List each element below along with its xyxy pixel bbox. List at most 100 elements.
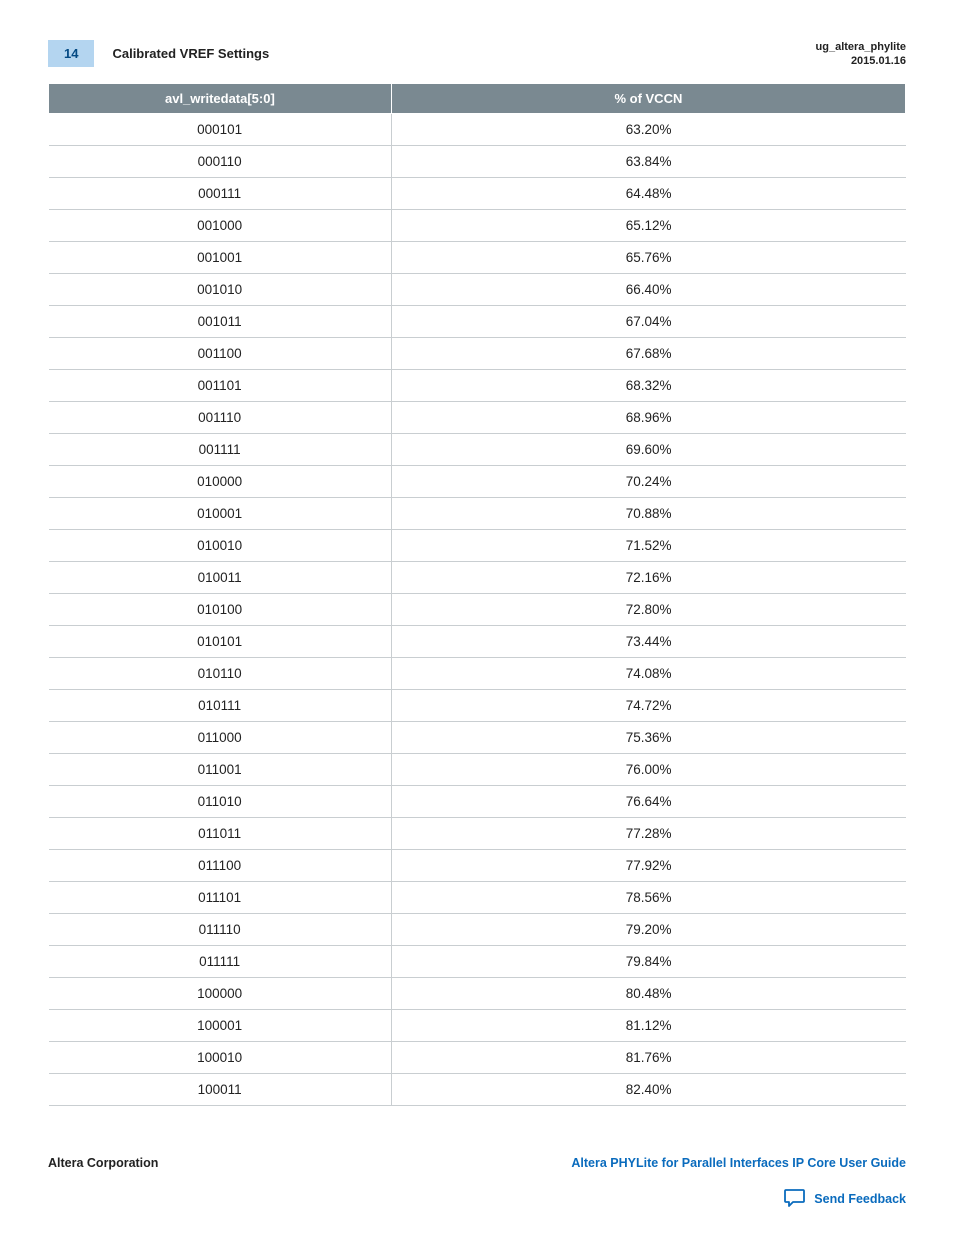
table-row: 10001081.76%: [49, 1041, 906, 1073]
table-row: 01111179.84%: [49, 945, 906, 977]
table-row: 00100165.76%: [49, 241, 906, 273]
cell-writedata: 011000: [49, 721, 392, 753]
cell-writedata: 011110: [49, 913, 392, 945]
cell-vccn: 63.20%: [391, 113, 905, 145]
table-header-row: avl_writedata[5:0] % of VCCN: [49, 83, 906, 113]
cell-vccn: 71.52%: [391, 529, 905, 561]
cell-writedata: 100010: [49, 1041, 392, 1073]
send-feedback-link[interactable]: Send Feedback: [48, 1188, 906, 1211]
cell-vccn: 79.20%: [391, 913, 905, 945]
col-header-writedata: avl_writedata[5:0]: [49, 83, 392, 113]
cell-vccn: 70.24%: [391, 465, 905, 497]
cell-vccn: 70.88%: [391, 497, 905, 529]
feedback-icon: [784, 1188, 806, 1211]
cell-writedata: 100011: [49, 1073, 392, 1105]
cell-writedata: 010110: [49, 657, 392, 689]
cell-writedata: 000110: [49, 145, 392, 177]
cell-writedata: 010000: [49, 465, 392, 497]
table-row: 00110168.32%: [49, 369, 906, 401]
table-row: 00111169.60%: [49, 433, 906, 465]
vref-table: avl_writedata[5:0] % of VCCN 00010163.20…: [48, 83, 906, 1106]
cell-vccn: 77.28%: [391, 817, 905, 849]
table-row: 00111068.96%: [49, 401, 906, 433]
cell-vccn: 75.36%: [391, 721, 905, 753]
cell-writedata: 010001: [49, 497, 392, 529]
cell-vccn: 65.12%: [391, 209, 905, 241]
table-row: 01011074.08%: [49, 657, 906, 689]
footer-guide-link[interactable]: Altera PHYLite for Parallel Interfaces I…: [571, 1156, 906, 1170]
cell-vccn: 72.80%: [391, 593, 905, 625]
cell-vccn: 76.64%: [391, 785, 905, 817]
table-row: 01000070.24%: [49, 465, 906, 497]
table-row: 00011164.48%: [49, 177, 906, 209]
table-row: 01100176.00%: [49, 753, 906, 785]
table-row: 00110067.68%: [49, 337, 906, 369]
cell-vccn: 82.40%: [391, 1073, 905, 1105]
table-row: 01010173.44%: [49, 625, 906, 657]
table-row: 01010072.80%: [49, 593, 906, 625]
cell-writedata: 011001: [49, 753, 392, 785]
cell-writedata: 010111: [49, 689, 392, 721]
cell-writedata: 011011: [49, 817, 392, 849]
page-footer: Altera Corporation Altera PHYLite for Pa…: [48, 1156, 906, 1170]
table-row: 01000170.88%: [49, 497, 906, 529]
cell-writedata: 001110: [49, 401, 392, 433]
cell-writedata: 001010: [49, 273, 392, 305]
table-row: 10000181.12%: [49, 1009, 906, 1041]
cell-vccn: 74.72%: [391, 689, 905, 721]
table-row: 00101167.04%: [49, 305, 906, 337]
cell-vccn: 68.96%: [391, 401, 905, 433]
cell-vccn: 67.04%: [391, 305, 905, 337]
cell-vccn: 63.84%: [391, 145, 905, 177]
cell-vccn: 64.48%: [391, 177, 905, 209]
cell-writedata: 011111: [49, 945, 392, 977]
table-row: 01001172.16%: [49, 561, 906, 593]
cell-vccn: 69.60%: [391, 433, 905, 465]
cell-writedata: 001111: [49, 433, 392, 465]
cell-writedata: 000111: [49, 177, 392, 209]
table-row: 00101066.40%: [49, 273, 906, 305]
cell-vccn: 72.16%: [391, 561, 905, 593]
col-header-vccn: % of VCCN: [391, 83, 905, 113]
cell-vccn: 74.08%: [391, 657, 905, 689]
cell-vccn: 68.32%: [391, 369, 905, 401]
cell-writedata: 001011: [49, 305, 392, 337]
header-left: 14 Calibrated VREF Settings: [48, 40, 269, 67]
cell-writedata: 001100: [49, 337, 392, 369]
cell-writedata: 010101: [49, 625, 392, 657]
cell-vccn: 78.56%: [391, 881, 905, 913]
cell-vccn: 80.48%: [391, 977, 905, 1009]
cell-vccn: 79.84%: [391, 945, 905, 977]
cell-writedata: 011010: [49, 785, 392, 817]
table-row: 01101177.28%: [49, 817, 906, 849]
cell-vccn: 76.00%: [391, 753, 905, 785]
table-row: 01110178.56%: [49, 881, 906, 913]
section-title: Calibrated VREF Settings: [112, 46, 269, 61]
doc-id: ug_altera_phylite: [816, 40, 906, 54]
table-row: 01001071.52%: [49, 529, 906, 561]
feedback-label: Send Feedback: [814, 1192, 906, 1206]
table-row: 01110077.92%: [49, 849, 906, 881]
table-row: 01011174.72%: [49, 689, 906, 721]
header-right: ug_altera_phylite 2015.01.16: [816, 40, 906, 69]
cell-writedata: 100001: [49, 1009, 392, 1041]
table-row: 01101076.64%: [49, 785, 906, 817]
doc-date: 2015.01.16: [816, 54, 906, 68]
page-header: 14 Calibrated VREF Settings ug_altera_ph…: [48, 40, 906, 69]
table-row: 00010163.20%: [49, 113, 906, 145]
table-row: 01100075.36%: [49, 721, 906, 753]
page-number: 14: [48, 40, 94, 67]
cell-writedata: 100000: [49, 977, 392, 1009]
cell-writedata: 000101: [49, 113, 392, 145]
cell-vccn: 66.40%: [391, 273, 905, 305]
cell-writedata: 001001: [49, 241, 392, 273]
table-row: 10000080.48%: [49, 977, 906, 1009]
table-row: 00011063.84%: [49, 145, 906, 177]
cell-vccn: 81.76%: [391, 1041, 905, 1073]
cell-writedata: 001101: [49, 369, 392, 401]
cell-vccn: 67.68%: [391, 337, 905, 369]
cell-vccn: 73.44%: [391, 625, 905, 657]
table-row: 10001182.40%: [49, 1073, 906, 1105]
cell-writedata: 010010: [49, 529, 392, 561]
cell-writedata: 011101: [49, 881, 392, 913]
